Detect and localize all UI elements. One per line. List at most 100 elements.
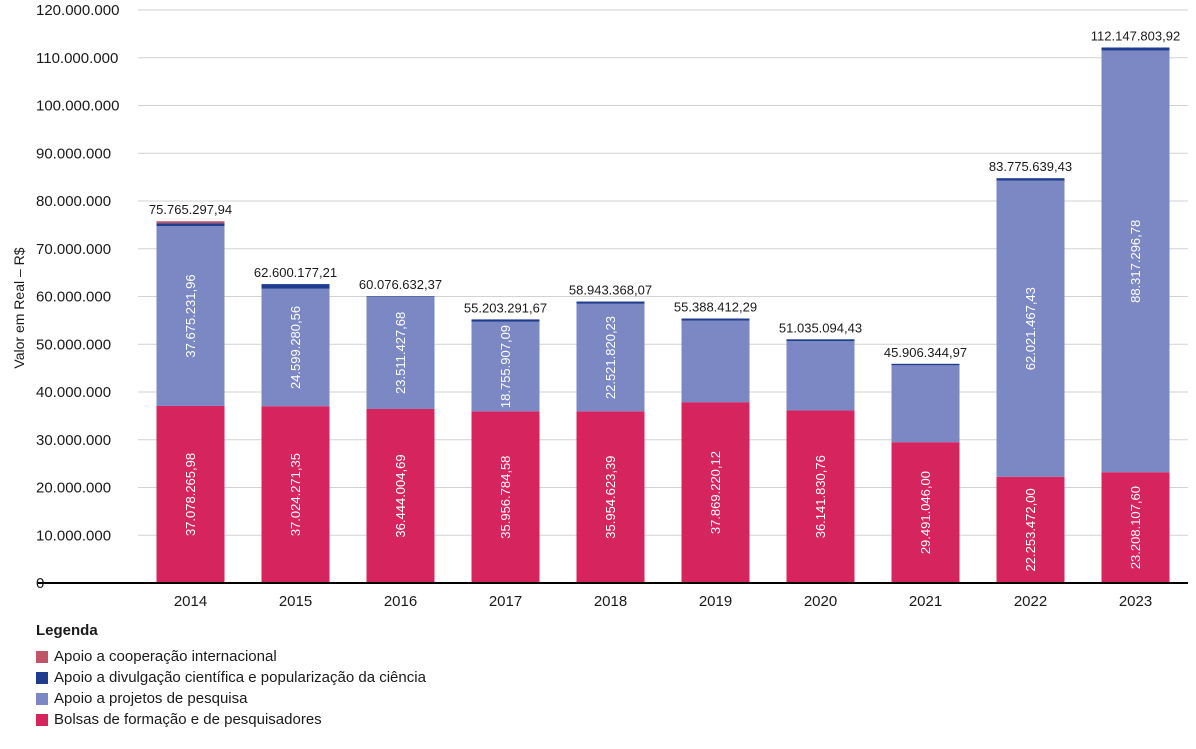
y-tick-label: 90.000.000 xyxy=(36,145,111,162)
bar-segment xyxy=(261,406,330,583)
y-tick-label: 40.000.000 xyxy=(36,384,111,401)
bar-segment xyxy=(261,284,330,289)
legend-item: Apoio a projetos de pesquisa xyxy=(36,688,426,709)
data-label: 37.078.265,98 xyxy=(183,453,198,536)
stacked-bar-chart: 010.000.00020.000.00030.000.00040.000.00… xyxy=(11,2,1188,610)
y-axis-label: Valor em Real – R$ xyxy=(11,247,27,368)
x-tick-label: 2014 xyxy=(174,593,207,610)
legend-label: Apoio a cooperação internacional xyxy=(54,648,277,665)
bar-segment xyxy=(891,442,960,583)
bar-segment xyxy=(786,341,855,411)
y-tick-label: 110.000.000 xyxy=(36,50,118,67)
y-tick-label: 80.000.000 xyxy=(36,193,111,210)
data-label: 88.317.296,78 xyxy=(1128,220,1143,303)
y-tick-label: 120.000.000 xyxy=(36,2,119,19)
y-axis-ticks: 010.000.00020.000.00030.000.00040.000.00… xyxy=(36,2,119,592)
bar-segment xyxy=(156,223,225,227)
x-axis-ticks: 2014 2015 2016 2017 2018 2019 2020 2021 2022 2023 xyxy=(174,593,1152,610)
x-tick-label: 2019 xyxy=(699,593,732,610)
bar-segment xyxy=(996,476,1065,583)
data-label: 37.024.271,35 xyxy=(288,453,303,536)
bar-segment xyxy=(576,411,645,583)
bar-segment xyxy=(996,178,1065,181)
bar-segment xyxy=(891,363,960,366)
legend-item: Bolsas de formação e de pesquisadores xyxy=(36,709,426,730)
bar-segment xyxy=(1101,50,1170,473)
legend-title: Legenda xyxy=(36,622,98,639)
legend: Legenda Apoio a cooperação internacional… xyxy=(36,622,426,730)
x-tick-label: 2015 xyxy=(279,593,312,610)
total-label: 55.388.412,29 xyxy=(674,300,757,315)
x-tick-label: 2021 xyxy=(909,593,942,610)
data-label: 36.141.830,76 xyxy=(813,455,828,538)
y-tick-label: 100.000.000 xyxy=(36,98,119,115)
legend-items: Apoio a cooperação internacional Apoio a … xyxy=(36,646,426,730)
x-tick-label: 2016 xyxy=(384,593,417,610)
total-label: 83.775.639,43 xyxy=(989,159,1072,174)
data-label: 18.755.907,09 xyxy=(498,325,513,408)
y-tick-label: 70.000.000 xyxy=(36,241,111,258)
bar-segment xyxy=(576,303,645,412)
bar-segment xyxy=(366,296,435,409)
bar-segment xyxy=(996,180,1065,477)
data-label: 22.521.820,23 xyxy=(603,316,618,399)
y-tick-label: 20.000.000 xyxy=(36,480,111,497)
total-label: 45.906.344,97 xyxy=(884,345,967,360)
bar-segment xyxy=(681,318,750,321)
bar-segment xyxy=(261,288,330,407)
bar-segment xyxy=(156,221,225,224)
bar-segment xyxy=(1101,47,1170,51)
bar-segment xyxy=(576,301,645,304)
total-label: 51.035.094,43 xyxy=(779,320,862,335)
legend-swatch xyxy=(36,650,48,663)
data-label: 62.021.467,43 xyxy=(1023,287,1038,370)
y-tick-label: 30.000.000 xyxy=(36,432,111,449)
legend-swatch xyxy=(36,692,48,705)
legend-swatch xyxy=(36,671,48,684)
total-label: 112.147.803,92 xyxy=(1091,28,1180,43)
bar-segment xyxy=(786,410,855,583)
bar-segment xyxy=(471,319,540,322)
y-tick-label: 50.000.000 xyxy=(36,336,111,353)
x-tick-label: 2023 xyxy=(1119,593,1152,610)
x-tick-label: 2018 xyxy=(594,593,627,610)
data-label: 36.444.004,69 xyxy=(393,454,408,537)
data-label: 23.208.107,60 xyxy=(1128,486,1143,569)
legend-swatch xyxy=(36,713,48,726)
data-label: 24.599.280,56 xyxy=(288,306,303,389)
bar-segment xyxy=(366,408,435,583)
legend-label: Apoio a projetos de pesquisa xyxy=(54,690,248,707)
bar-segment xyxy=(471,411,540,583)
total-label: 60.076.632,37 xyxy=(359,277,442,292)
total-label: 75.765.297,94 xyxy=(149,202,232,217)
bar-segment xyxy=(1101,472,1170,583)
data-label: 35.956.784,58 xyxy=(498,456,513,539)
data-label: 37.869.220,12 xyxy=(708,451,723,534)
x-tick-label: 2020 xyxy=(804,593,837,610)
legend-label: Apoio a divulgação científica e populari… xyxy=(54,669,426,686)
bar-segment xyxy=(156,226,225,406)
bars: 37.078.265,98 37.675.231,96 75.765.297,94 3… xyxy=(149,28,1180,583)
legend-item: Apoio a divulgação científica e populari… xyxy=(36,667,426,688)
legend-label: Bolsas de formação e de pesquisadores xyxy=(54,711,322,728)
total-label: 62.600.177,21 xyxy=(254,265,337,280)
x-tick-label: 2017 xyxy=(489,593,522,610)
data-label: 35.954.623,39 xyxy=(603,456,618,539)
legend-item: Apoio a cooperação internacional xyxy=(36,646,426,667)
bar-segment xyxy=(681,320,750,403)
bar-segment xyxy=(786,339,855,342)
total-label: 58.943.368,07 xyxy=(569,283,652,298)
bar-segment xyxy=(366,296,435,297)
bar-segment xyxy=(681,402,750,583)
x-tick-label: 2022 xyxy=(1014,593,1047,610)
bar-segment xyxy=(471,321,540,412)
data-label: 29.491.046,00 xyxy=(918,471,933,554)
y-tick-label: 10.000.000 xyxy=(36,527,111,544)
total-label: 55.203.291,67 xyxy=(464,300,547,315)
y-tick-label: 60.000.000 xyxy=(36,289,111,306)
data-label: 22.253.472,00 xyxy=(1023,488,1038,571)
bar-segment xyxy=(156,405,225,583)
data-label: 37.675.231,96 xyxy=(183,274,198,357)
bar-segment xyxy=(891,365,960,443)
data-label: 23.511.427,68 xyxy=(393,312,408,394)
